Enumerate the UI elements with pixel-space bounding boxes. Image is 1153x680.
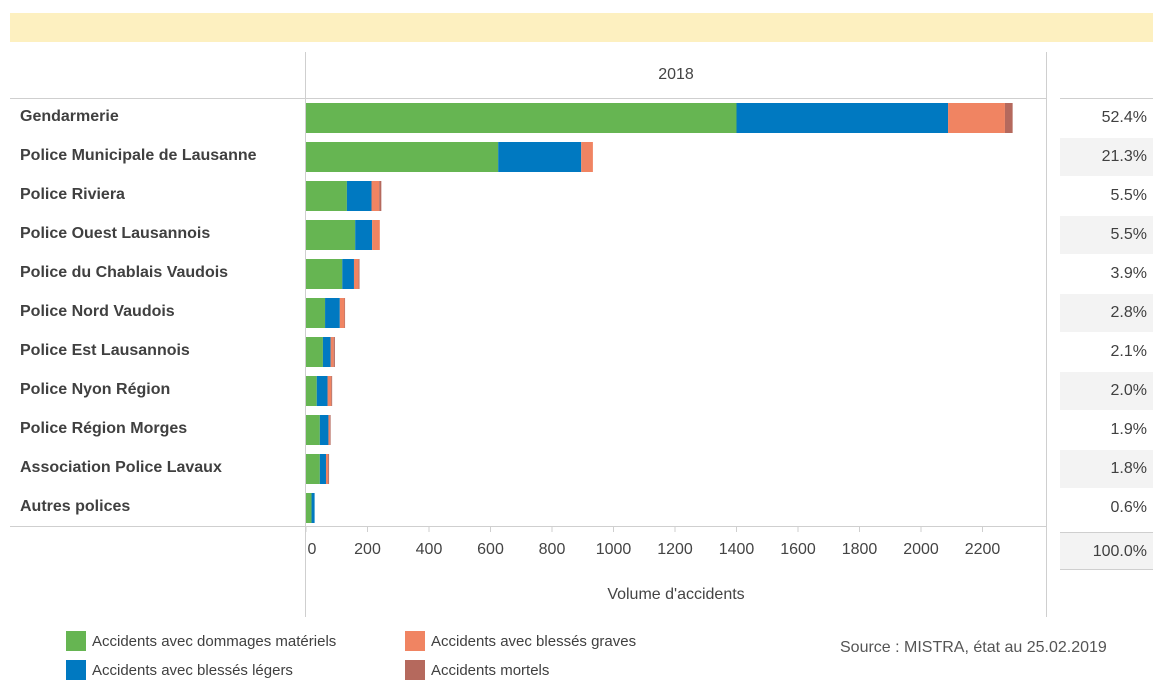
x-axis-label: Volume d'accidents	[607, 586, 745, 603]
percentage-cell: 1.9%	[1110, 421, 1147, 438]
header-banner	[10, 13, 1153, 42]
category-label: Police Riviera	[20, 186, 125, 203]
category-label: Police Nord Vaudois	[20, 303, 175, 320]
legend-item-blesses-legers: Accidents avec blessés légers	[66, 659, 293, 680]
x-tick-label: 200	[354, 541, 381, 558]
percentage-cell: 0.6%	[1110, 499, 1147, 516]
bar-segment	[498, 142, 582, 172]
percentage-cell: 5.5%	[1110, 187, 1147, 204]
percentage-cell: 52.4%	[1101, 109, 1147, 126]
category-label: Gendarmerie	[20, 108, 119, 125]
legend-label: Accidents avec blessés légers	[92, 662, 293, 679]
column-header-year: 2018	[658, 66, 694, 83]
category-label: Police Ouest Lausannois	[20, 225, 211, 242]
legend-swatch-blue	[66, 659, 86, 680]
x-tick-label: 1800	[842, 541, 878, 558]
legend-item-blesses-graves: Accidents avec blessés graves	[405, 630, 637, 651]
category-label: Autres polices	[20, 498, 131, 515]
legend-swatch-green	[66, 630, 86, 651]
x-tick-label: 1200	[657, 541, 693, 558]
bar-segment	[355, 220, 373, 250]
plot-left-border	[305, 52, 306, 617]
legend-label: Accidents avec dommages matériels	[92, 633, 337, 650]
percentage-total: 100.0%	[1060, 532, 1153, 570]
bar-segment	[331, 376, 333, 406]
bar-segment	[327, 376, 332, 406]
bar-segment	[581, 142, 593, 172]
bar-segment	[333, 337, 335, 367]
x-tick-label: 1600	[780, 541, 816, 558]
percentage-cell: 3.9%	[1110, 265, 1147, 282]
percentage-column-top-border	[1060, 98, 1153, 99]
bar-segment	[306, 376, 317, 406]
bar-segment	[311, 493, 315, 523]
bar-segment	[325, 298, 340, 328]
x-tick-label: 400	[416, 541, 443, 558]
bar-segment	[358, 259, 360, 289]
bar-segment	[306, 103, 737, 133]
x-tick-label: 800	[539, 541, 566, 558]
bar-segment	[322, 337, 331, 367]
x-tick-label: 2200	[965, 541, 1001, 558]
x-tick-label: 600	[477, 541, 504, 558]
bar-segment	[306, 142, 499, 172]
x-tick-label: 1000	[596, 541, 632, 558]
category-label: Police Municipale de Lausanne	[20, 147, 257, 164]
category-label: Police du Chablais Vaudois	[20, 264, 229, 281]
plot-right-border	[1046, 52, 1047, 617]
bar-segment	[316, 376, 328, 406]
bar-segment	[328, 415, 330, 445]
percentage-cell: 1.8%	[1060, 450, 1153, 488]
axis-line	[10, 526, 1046, 527]
bar-segment	[306, 415, 320, 445]
bar-segment	[306, 493, 312, 523]
bar-segment	[306, 220, 356, 250]
legend-item-mortels: Accidents mortels	[405, 659, 550, 680]
bar-segment	[306, 181, 347, 211]
legend-label: Accidents mortels	[431, 662, 550, 679]
legend-label: Accidents avec blessés graves	[431, 633, 637, 650]
bar-segment	[344, 298, 346, 328]
bar-segment	[306, 298, 326, 328]
bar-segment	[330, 337, 334, 367]
category-label: Police Région Morges	[20, 420, 188, 437]
legend-item-dommages: Accidents avec dommages matériels	[66, 630, 337, 651]
category-label: Association Police Lavaux	[20, 459, 222, 476]
bar-segment	[306, 454, 320, 484]
legend-swatch-orange	[405, 630, 425, 651]
category-label: Police Est Lausannois	[20, 342, 190, 359]
bar-segment	[736, 103, 949, 133]
bar-segment	[319, 454, 326, 484]
bar-segment	[948, 103, 1005, 133]
bar-segment	[1004, 103, 1013, 133]
bar-segment	[372, 220, 380, 250]
percentage-cell: 2.1%	[1110, 343, 1147, 360]
bar-segment	[346, 181, 372, 211]
bar-segment	[328, 454, 330, 484]
bar-segment	[371, 181, 380, 211]
bar-segment	[342, 259, 354, 289]
percentage-cell: 2.8%	[1060, 294, 1153, 332]
category-label: Police Nyon Région	[20, 381, 171, 398]
bar-segment	[339, 298, 345, 328]
percentage-cell: 21.3%	[1060, 138, 1153, 176]
header-divider	[10, 98, 1046, 99]
percentage-cell: 2.0%	[1060, 372, 1153, 410]
bar-segment	[306, 337, 323, 367]
bar-segment	[353, 259, 359, 289]
percentage-cell: 5.5%	[1060, 216, 1153, 254]
bar-segment	[319, 415, 329, 445]
bar-segment	[329, 415, 331, 445]
x-tick-label: 2000	[903, 541, 939, 558]
x-tick-label: 1400	[719, 541, 755, 558]
bar-segment	[379, 181, 382, 211]
bar-segment	[325, 454, 329, 484]
source-note: Source : MISTRA, état au 25.02.2019	[840, 639, 1107, 656]
legend-swatch-brown	[405, 659, 425, 680]
x-tick-label: 0	[308, 541, 317, 558]
bar-segment	[306, 259, 343, 289]
